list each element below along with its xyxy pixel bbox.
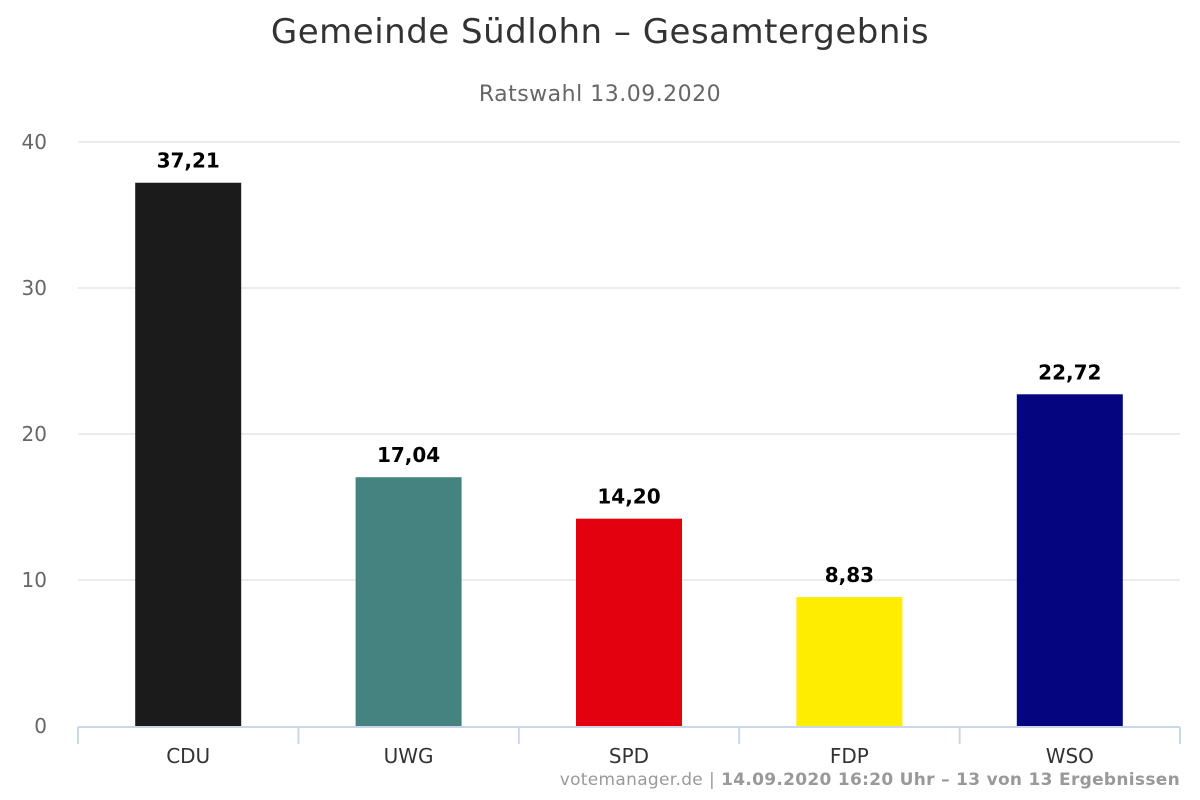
y-tick-label: 20 (22, 422, 47, 446)
bar-cdu (135, 182, 242, 726)
x-tick-label: FDP (830, 744, 869, 768)
data-label: 17,04 (377, 443, 440, 467)
chart-subtitle: Ratswahl 13.09.2020 (478, 82, 722, 107)
y-tick-label: 10 (22, 568, 47, 592)
x-tick-label: WSO (1046, 744, 1094, 768)
data-label: 22,72 (1038, 360, 1101, 384)
y-tick-label: 0 (34, 714, 47, 738)
x-tick-label: CDU (166, 744, 210, 768)
credits-site[interactable]: votemanager.de (559, 770, 704, 790)
bars (135, 182, 1123, 726)
credits[interactable]: votemanager.de | 14.09.2020 16:20 Uhr – 13… (560, 770, 1180, 790)
data-label: 14,20 (597, 485, 660, 509)
grid-lines (78, 141, 1180, 581)
bar-fdp (796, 597, 903, 726)
chart-title: Gemeinde Südlohn – Gesamtergebnis (270, 12, 930, 52)
data-label: 37,21 (157, 149, 220, 173)
x-tick-label: UWG (384, 744, 434, 768)
credits-status: 14.09.2020 16:20 Uhr – 13 von 13 Ergebni… (721, 770, 1180, 790)
bar-spd (576, 518, 682, 726)
data-labels: 37,21 17,04 14,20 8,83 22,72 (157, 149, 1102, 587)
y-tick-label: 40 (22, 130, 47, 154)
data-label: 8,83 (825, 563, 874, 587)
x-axis: CDU UWG SPD FDP WSO (77, 726, 1181, 768)
bar-wso (1016, 394, 1123, 726)
x-tick-label: SPD (609, 744, 649, 768)
y-tick-label: 30 (22, 276, 47, 300)
bar-uwg (355, 477, 462, 726)
y-axis-ticks: 0 10 20 30 40 (22, 130, 47, 738)
credits-separator: | (709, 770, 716, 790)
